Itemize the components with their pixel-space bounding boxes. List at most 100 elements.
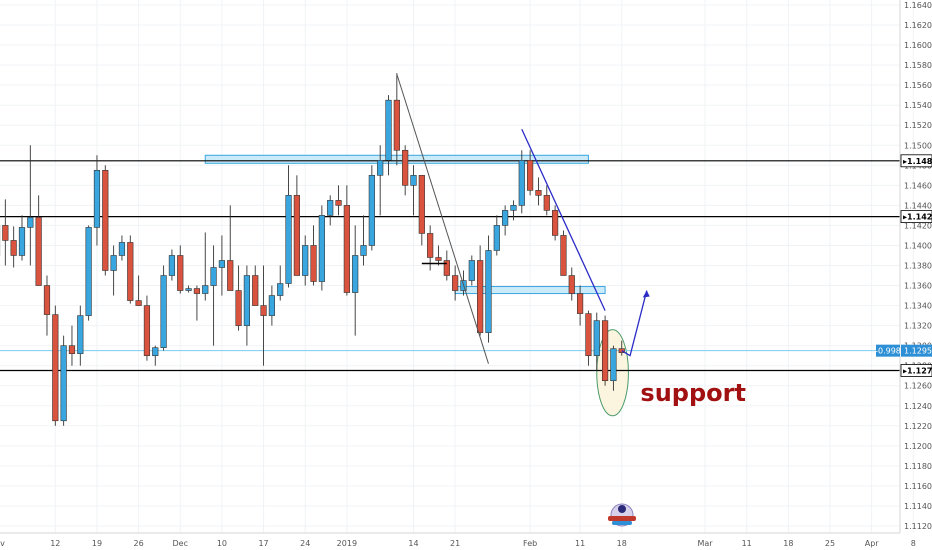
candle-body <box>60 345 67 422</box>
x-tick-label: 14 <box>408 539 418 548</box>
candle-body <box>227 260 234 291</box>
projection-arrow <box>621 290 648 357</box>
candle-body <box>518 159 525 206</box>
x-tick-label: 24 <box>300 539 310 548</box>
candle-body <box>18 227 26 256</box>
candle-body <box>610 348 617 382</box>
candle-body <box>277 283 284 296</box>
y-tick-label: 1.14000 <box>904 241 932 250</box>
y-tick-label: 1.11200 <box>904 522 932 531</box>
y-tick-label: 1.15000 <box>904 141 932 150</box>
candle-body <box>452 275 459 291</box>
candle-body <box>193 288 201 294</box>
x-tick-label: Mar <box>698 539 714 548</box>
candle-body <box>393 99 400 151</box>
x-tick-label: 10 <box>217 539 227 548</box>
candle-body <box>485 250 492 333</box>
change-badge <box>876 344 900 357</box>
candle-body <box>402 149 409 186</box>
level-label-upper: ▸1.14845 <box>903 157 932 166</box>
candle-body <box>68 345 76 354</box>
candle-body <box>327 200 334 216</box>
x-tick-label: 11 <box>742 539 752 548</box>
x-tick-label: 21 <box>450 539 460 548</box>
trendline <box>396 73 489 364</box>
candle-body <box>210 267 217 286</box>
candle-body <box>243 275 251 326</box>
candle-body <box>293 195 300 276</box>
candle-body <box>268 295 275 316</box>
candle-body <box>418 175 425 234</box>
y-tick-label: 1.14400 <box>904 201 932 210</box>
candle-body <box>143 305 151 356</box>
candle-body <box>427 233 434 258</box>
candle-body <box>302 245 309 276</box>
candle-body <box>360 245 367 256</box>
candle-body <box>593 320 600 356</box>
candle-body <box>160 275 167 348</box>
candle-body <box>118 242 126 256</box>
current-price-text: 1.12950 <box>904 347 932 356</box>
logo-group <box>608 503 636 527</box>
x-tick-label: 8 <box>911 539 916 548</box>
candle-body <box>252 275 259 306</box>
x-tick-label: 2019 <box>337 539 357 548</box>
y-tick-label: 1.16400 <box>904 1 932 10</box>
candle-body <box>502 210 509 226</box>
candle-body <box>135 300 142 306</box>
level-tag-upper <box>900 154 932 168</box>
y-tick-label: 1.15800 <box>904 61 932 70</box>
arrow-head <box>642 290 650 298</box>
candle-body <box>510 205 517 211</box>
x-tick-label: Nov <box>0 539 5 548</box>
candle-body <box>168 255 176 276</box>
candle-body <box>601 320 609 382</box>
candle-body <box>110 255 117 271</box>
candle-body <box>493 225 500 251</box>
y-tick-label: 1.13800 <box>904 262 932 271</box>
candle-body <box>77 315 84 354</box>
y-tick-label: 1.13400 <box>904 302 932 311</box>
candle-body <box>102 170 109 271</box>
candle-body <box>127 242 134 301</box>
candle-body <box>152 347 159 356</box>
y-tick-label: 1.14600 <box>904 181 932 190</box>
candle-body <box>560 235 567 276</box>
x-tick-label: 18 <box>783 539 793 548</box>
level-tag-middle <box>900 210 932 224</box>
y-tick-label: 1.16000 <box>904 41 932 50</box>
candle-body <box>285 195 292 284</box>
candle-body <box>435 257 442 261</box>
y-tick-label: 1.15400 <box>904 101 932 110</box>
y-tick-label: 1.12600 <box>904 382 932 391</box>
y-tick-label: 1.13600 <box>904 282 932 291</box>
candle-body <box>576 293 584 314</box>
x-tick-label: 18 <box>617 539 627 548</box>
candle-body <box>310 245 317 282</box>
candle-body <box>335 200 342 206</box>
candle-body <box>43 285 51 315</box>
candle-body <box>443 260 450 276</box>
candle-body <box>93 170 101 228</box>
candle-body <box>535 190 542 196</box>
level-label-support: ▸1.12752 <box>903 367 932 376</box>
candle-body <box>527 159 534 191</box>
candle-body <box>260 305 267 316</box>
candle-body <box>477 260 484 333</box>
candle-body <box>218 260 226 268</box>
logo-dot <box>618 505 626 513</box>
logo-ribbon <box>608 516 636 521</box>
trendline <box>521 128 606 311</box>
y-tick-label: 1.16200 <box>904 21 932 30</box>
candle-body <box>352 255 359 293</box>
y-tick-label: 1.15200 <box>904 121 932 130</box>
candle-body <box>185 288 192 291</box>
candle-body <box>368 175 375 246</box>
candle-body <box>543 195 550 211</box>
candle-body <box>343 205 350 293</box>
current-price-tag <box>901 344 932 357</box>
candle-body <box>468 260 475 281</box>
